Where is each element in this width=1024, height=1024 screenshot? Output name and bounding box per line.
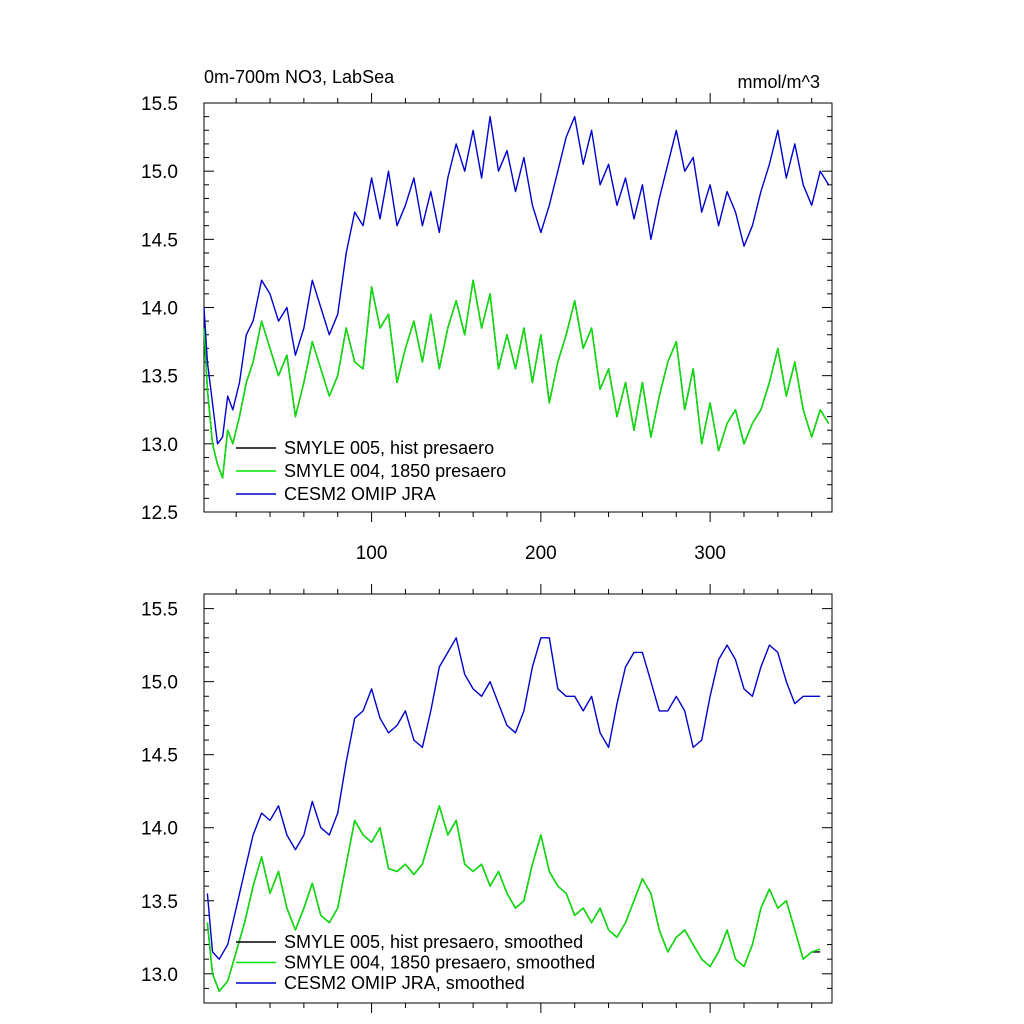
top-chart-units: mmol/m^3 (738, 72, 820, 92)
bottom-y-tick-label: 15.0 (141, 673, 178, 694)
top-legend-label-2: CESM2 OMIP JRA (284, 484, 436, 504)
top-y-tick-label: 14.0 (141, 299, 178, 320)
bottom-y-tick-label: 15.5 (141, 600, 178, 621)
bottom-y-tick-label: 13.5 (141, 892, 178, 913)
top-x-tick-label: 100 (356, 543, 388, 564)
top-chart-title: 0m-700m NO3, LabSea (204, 67, 395, 87)
top-legend-label-1: SMYLE 004, 1850 presaero (284, 461, 506, 481)
top-y-tick-label: 13.0 (141, 435, 178, 456)
top-x-tick-label: 200 (525, 543, 557, 564)
bottom-panel: 13.0 13.5 14.0 14.5 15.0 15.5 SMYLE 005, hist… (141, 584, 833, 1013)
top-series-line-2 (203, 115, 830, 445)
bottom-series-lines (206, 637, 821, 992)
bottom-legend-label-0: SMYLE 005, hist presaero, smoothed (284, 932, 583, 952)
top-y-tick-label: 13.5 (141, 367, 178, 388)
bottom-y-tick-label: 14.5 (141, 746, 178, 767)
bottom-y-tick-label: 14.0 (141, 819, 178, 840)
top-legend-label-0: SMYLE 005, hist presaero (284, 438, 494, 458)
top-panel: 0m-700m NO3, LabSea mmol/m^3 12.5 13.0 13.… (141, 67, 833, 564)
bottom-legend: SMYLE 005, hist presaero, smoothedSMYLE … (236, 932, 595, 993)
bottom-series-line-1 (206, 805, 821, 992)
top-x-tick-label: 300 (694, 543, 726, 564)
bottom-y-tick-label: 13.0 (141, 965, 178, 986)
top-series-line-1 (203, 279, 830, 479)
top-y-tick-label: 15.5 (141, 94, 178, 115)
bottom-series-line-2 (206, 637, 821, 960)
top-y-tick-label: 15.0 (141, 162, 178, 183)
top-y-tick-label: 14.5 (141, 230, 178, 251)
bottom-legend-label-2: CESM2 OMIP JRA, smoothed (284, 973, 525, 993)
top-series-lines (203, 115, 830, 479)
bottom-legend-label-1: SMYLE 004, 1850 presaero, smoothed (284, 953, 595, 973)
top-ticks: 12.5 13.0 13.5 14.0 14.5 15.0 15.5 100 200 300 (141, 93, 832, 564)
top-legend: SMYLE 005, hist presaero SMYLE 004, 1850 … (236, 438, 506, 504)
top-y-tick-label: 12.5 (141, 503, 178, 524)
